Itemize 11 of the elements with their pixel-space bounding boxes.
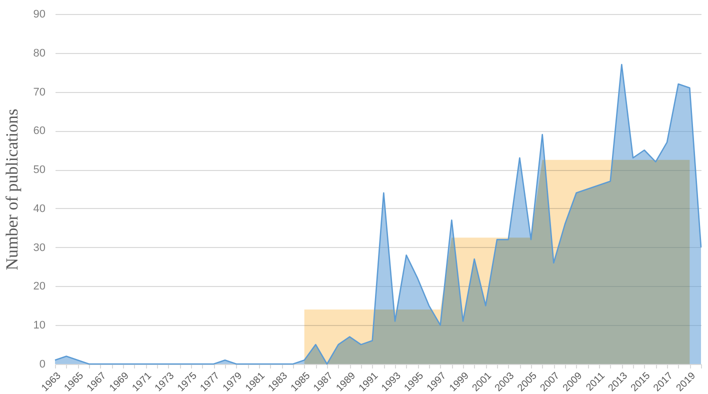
y-axis-title: Number of publications [2,108,22,270]
y-tick-label: 70 [33,86,46,98]
y-tick-label: 0 [39,358,46,370]
y-tick-label: 90 [33,8,46,20]
y-tick-label: 10 [33,320,46,332]
y-tick-label: 50 [33,164,46,176]
y-tick-label: 80 [33,47,46,60]
y-tick-label: 60 [33,125,46,138]
y-tick-label: 40 [33,202,46,215]
y-tick-label: 30 [33,242,46,254]
y-tick-label: 20 [33,280,46,293]
